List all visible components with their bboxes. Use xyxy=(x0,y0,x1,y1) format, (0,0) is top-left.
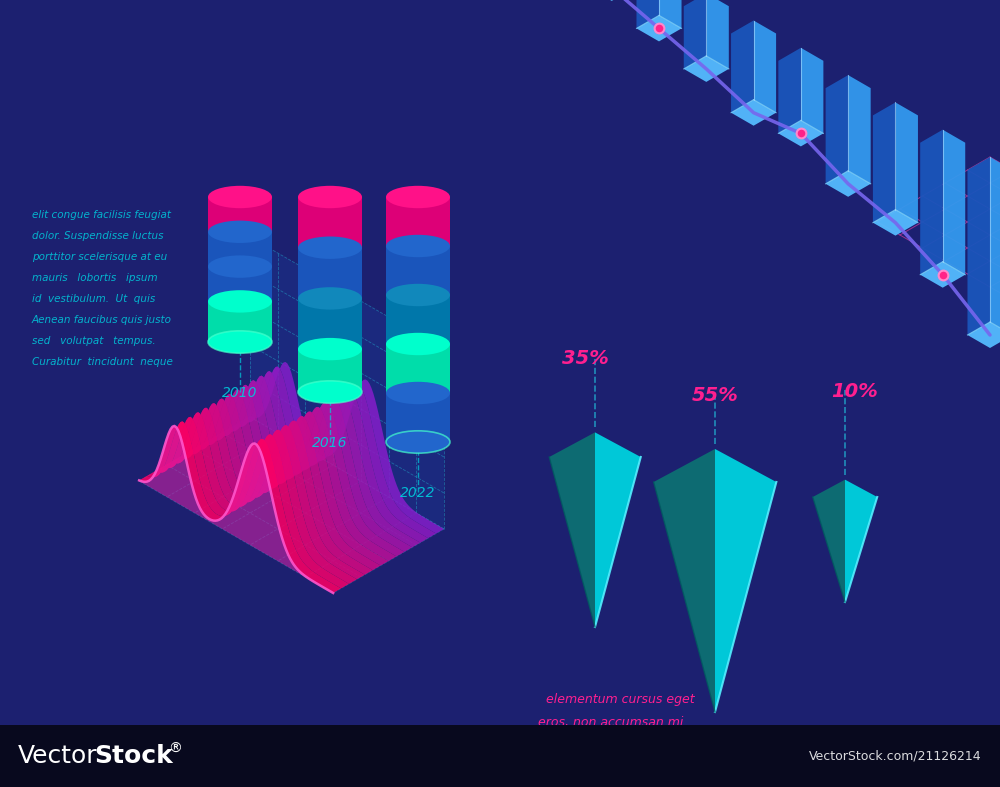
Polygon shape xyxy=(171,403,373,575)
Polygon shape xyxy=(179,398,381,570)
Polygon shape xyxy=(139,426,333,593)
Polygon shape xyxy=(801,48,823,134)
Polygon shape xyxy=(226,371,428,543)
Polygon shape xyxy=(549,432,595,627)
Polygon shape xyxy=(706,0,729,69)
Bar xyxy=(386,295,450,344)
Polygon shape xyxy=(684,56,729,82)
Polygon shape xyxy=(684,0,706,69)
Text: 35%: 35% xyxy=(562,349,608,368)
Ellipse shape xyxy=(386,284,450,306)
Polygon shape xyxy=(187,394,389,566)
Polygon shape xyxy=(659,0,682,28)
Bar xyxy=(386,246,450,295)
Polygon shape xyxy=(147,417,349,589)
Text: porttitor scelerisque at eu: porttitor scelerisque at eu xyxy=(32,252,167,262)
Polygon shape xyxy=(589,0,634,1)
Polygon shape xyxy=(636,16,682,42)
Polygon shape xyxy=(250,237,444,529)
Polygon shape xyxy=(778,120,823,146)
Ellipse shape xyxy=(298,237,362,259)
Polygon shape xyxy=(210,380,412,552)
Ellipse shape xyxy=(208,256,272,278)
Bar xyxy=(298,197,362,248)
Polygon shape xyxy=(202,385,404,556)
Polygon shape xyxy=(218,375,420,547)
Text: Donec  vehicula  ipsum: Donec vehicula ipsum xyxy=(530,739,676,752)
Polygon shape xyxy=(845,479,877,602)
Text: 2010: 2010 xyxy=(222,386,258,400)
Ellipse shape xyxy=(386,186,450,209)
Polygon shape xyxy=(848,75,871,184)
Bar xyxy=(386,197,450,246)
Polygon shape xyxy=(873,209,918,235)
Polygon shape xyxy=(826,75,848,184)
Polygon shape xyxy=(595,432,641,627)
Bar xyxy=(208,301,272,342)
Ellipse shape xyxy=(298,338,362,360)
Text: 10%: 10% xyxy=(832,382,878,401)
Polygon shape xyxy=(754,20,776,113)
Text: Aenean faucibus quis justo: Aenean faucibus quis justo xyxy=(32,315,172,325)
Bar xyxy=(386,344,450,393)
Polygon shape xyxy=(731,100,776,126)
Bar xyxy=(0,725,1000,787)
Polygon shape xyxy=(715,449,776,712)
Polygon shape xyxy=(731,20,754,113)
Ellipse shape xyxy=(298,381,362,403)
Polygon shape xyxy=(943,130,965,275)
Text: Curabitur  tincidunt  neque: Curabitur tincidunt neque xyxy=(32,357,173,367)
Ellipse shape xyxy=(386,235,450,257)
Ellipse shape xyxy=(298,186,362,209)
Polygon shape xyxy=(242,362,444,534)
Text: VectorStock.com/21126214: VectorStock.com/21126214 xyxy=(809,749,982,763)
Polygon shape xyxy=(990,157,1000,335)
Polygon shape xyxy=(163,408,365,579)
Text: elementum cursus eget: elementum cursus eget xyxy=(546,693,695,706)
Ellipse shape xyxy=(208,220,272,243)
Bar xyxy=(298,248,362,298)
Polygon shape xyxy=(234,367,436,538)
Ellipse shape xyxy=(208,186,272,209)
Polygon shape xyxy=(654,449,715,712)
Polygon shape xyxy=(636,0,659,28)
Polygon shape xyxy=(967,157,990,335)
Ellipse shape xyxy=(386,333,450,355)
Bar xyxy=(208,267,272,301)
Bar xyxy=(208,232,272,267)
Text: 55%: 55% xyxy=(692,386,738,405)
Bar xyxy=(208,197,272,232)
Ellipse shape xyxy=(298,287,362,309)
Text: id  vestibulum.  Ut  quis: id vestibulum. Ut quis xyxy=(32,294,155,304)
Text: Vector: Vector xyxy=(18,744,98,768)
Polygon shape xyxy=(967,322,1000,348)
Text: mauris   lobortis   ipsum: mauris lobortis ipsum xyxy=(32,273,158,283)
Ellipse shape xyxy=(208,290,272,312)
Polygon shape xyxy=(826,171,871,197)
Polygon shape xyxy=(139,421,341,593)
Polygon shape xyxy=(155,412,357,584)
Text: dolor. Suspendisse luctus: dolor. Suspendisse luctus xyxy=(32,231,164,241)
Bar xyxy=(298,298,362,349)
Polygon shape xyxy=(195,390,396,561)
Text: ®: ® xyxy=(168,742,182,756)
Text: 2016: 2016 xyxy=(312,436,348,450)
Polygon shape xyxy=(895,102,918,223)
Text: Stock: Stock xyxy=(94,744,173,768)
Polygon shape xyxy=(813,479,845,602)
Text: elit congue facilisis feugiat: elit congue facilisis feugiat xyxy=(32,210,171,220)
Polygon shape xyxy=(778,48,801,134)
Bar xyxy=(386,393,450,442)
Polygon shape xyxy=(920,262,965,288)
Ellipse shape xyxy=(386,430,450,453)
Ellipse shape xyxy=(386,382,450,405)
Text: eros, non accumsan mi: eros, non accumsan mi xyxy=(538,716,683,729)
Polygon shape xyxy=(873,102,895,223)
Bar xyxy=(298,349,362,392)
Ellipse shape xyxy=(208,331,272,353)
Polygon shape xyxy=(920,130,943,275)
Text: 2022: 2022 xyxy=(400,486,436,500)
Text: sed   volutpat   tempus.: sed volutpat tempus. xyxy=(32,336,156,346)
